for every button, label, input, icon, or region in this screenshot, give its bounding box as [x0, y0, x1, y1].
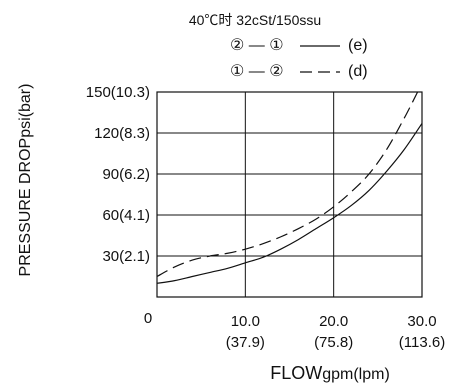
x-tick-label: 20.0 [319, 313, 348, 330]
y-tick-label: 120(8.3) [94, 125, 150, 142]
y-axis-label-main: PRESSURE DROP [17, 138, 34, 277]
y-tick-label: 30(2.1) [102, 248, 150, 265]
x-axis-label-unit: gpm(lpm) [322, 366, 390, 383]
series-lines [156, 91, 423, 284]
x-tick-label: 30.0 [407, 313, 436, 330]
x-tick-sublabel: (37.9) [226, 334, 265, 351]
x-tick-label: 10.0 [231, 313, 260, 330]
legend-label-e: (e) [348, 37, 368, 54]
y-tick-label: 90(6.2) [102, 166, 150, 183]
y-tick-label: 150(10.3) [86, 84, 150, 101]
legend-label-e-marker: ② — ① [230, 37, 284, 54]
series-line-e [156, 123, 423, 284]
grid [157, 92, 422, 297]
y-tick-label: 60(4.1) [102, 207, 150, 224]
chart-title: 40℃时 32cSt/150ssu [189, 12, 321, 28]
y-axis-label-unit: psi(bar) [17, 84, 34, 138]
legend-label-d: (d) [348, 63, 368, 80]
y-axis-label: PRESSURE DROPpsi(bar) [17, 84, 34, 277]
x-origin-label: 0 [144, 310, 152, 327]
x-ticks: 10.0 (37.9) 20.0 (75.8) 30.0 (113.6) [226, 313, 445, 351]
x-axis-label-main: FLOW [270, 363, 322, 383]
series-line-d [156, 91, 419, 278]
x-axis-label: FLOWgpm(lpm) [270, 363, 390, 383]
x-tick-sublabel: (113.6) [399, 334, 445, 351]
y-ticks: 30(2.1) 60(4.1) 90(6.2) 120(8.3) 150(10.3) [86, 84, 150, 265]
legend: ② — ① (e) ① — ② (d) [230, 37, 368, 80]
plot-area [156, 91, 423, 298]
legend-label-d-marker: ① — ② [230, 63, 284, 80]
x-tick-sublabel: (75.8) [314, 334, 353, 351]
